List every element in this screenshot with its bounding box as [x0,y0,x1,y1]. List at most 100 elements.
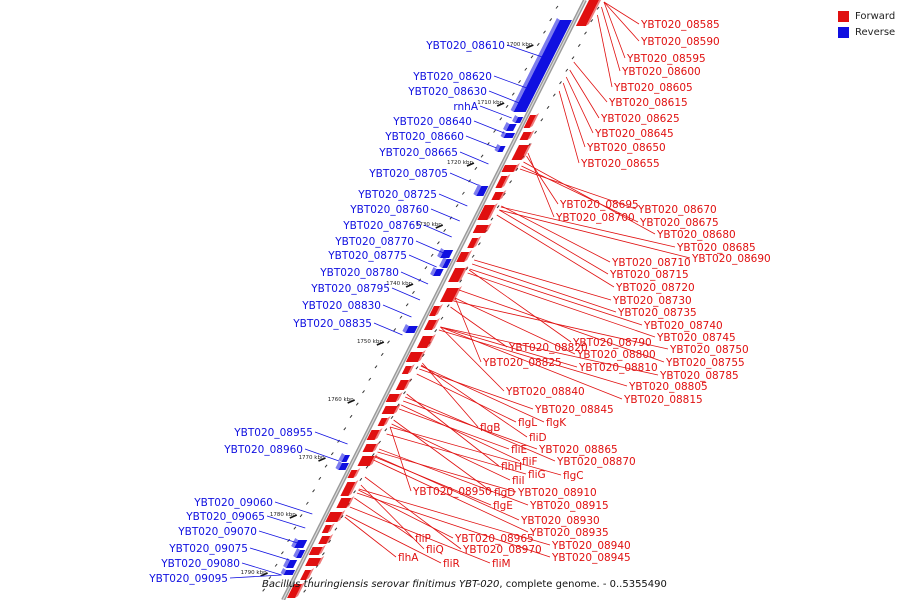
forward-gene-label: YBT020_08810 [578,362,658,374]
forward-feature [448,268,466,282]
legend-reverse-label: Reverse [855,26,896,38]
forward-feature [491,192,504,200]
reverse-gene-label: rnhA [453,101,478,113]
forward-feature [377,418,388,426]
reverse-feature [286,560,298,568]
forward-feature [405,352,423,362]
forward-gene-label: YBT020_08585 [640,19,720,31]
reverse-swatch [838,26,849,38]
tick-label: 1750 kbp [357,339,383,345]
tick-label: 1790 kbp [241,570,267,576]
reverse-gene-label: YBT020_08725 [357,189,437,201]
forward-gene-label: YBT020_08965 [454,533,534,545]
forward-gene-label: YBT020_08840 [505,386,585,398]
tick-label: 1720 kbp [447,160,473,166]
forward-gene-label: YBT020_08655 [580,158,660,170]
reverse-gene-label: YBT020_08835 [292,318,372,330]
reverse-gene-label: YBT020_09060 [193,497,273,509]
forward-gene-label: fliD [529,432,547,444]
forward-feature [501,165,517,172]
forward-gene-label: YBT020_08970 [462,544,542,556]
forward-gene-label: flgB [480,422,500,434]
forward-gene-label: YBT020_08945 [551,552,631,564]
forward-gene-label: flhA [398,552,419,564]
gene-labels: YBT020_08610 YBT020_08620 YBT020_08630 rnhA… [148,19,770,585]
forward-swatch [838,10,849,22]
reverse-gene-label: YBT020_09095 [148,573,228,585]
reverse-feature [296,550,306,558]
reverse-gene-label: YBT020_08610 [425,40,505,52]
forward-gene-label: YBT020_08680 [656,229,736,241]
forward-gene-label: YBT020_08700 [555,212,635,224]
forward-gene-label: YBT020_08650 [586,142,666,154]
reverse-gene-label: YBT020_08760 [349,204,429,216]
forward-feature [357,456,375,466]
forward-feature [440,288,460,302]
forward-gene-label: fliI [512,475,525,487]
forward-feature [347,470,358,478]
legend-forward: Forward [838,8,895,24]
forward-gene-label: YBT020_08745 [656,332,736,344]
forward-gene-label: fliR [443,558,460,570]
reverse-gene-label: YBT020_09070 [177,526,257,538]
reverse-feature [338,463,349,470]
forward-feature [362,444,377,452]
forward-gene-label: YBT020_08845 [534,404,614,416]
reverse-gene-label: YBT020_09075 [168,543,248,555]
tick-label: 1700 kbp [506,42,532,48]
forward-feature [472,225,489,233]
forward-gene-label: YBT020_08740 [643,320,723,332]
forward-gene-label: YBT020_08625 [600,113,680,125]
reverse-feature [433,269,444,276]
forward-gene-label: YBT020_08755 [665,357,745,369]
forward-feature [318,536,331,544]
forward-gene-label: fliE [511,444,527,456]
reverse-gene-label: YBT020_08795 [310,283,390,295]
reverse-feature [341,455,350,462]
forward-feature [308,547,323,555]
forward-feature [511,145,530,160]
forward-gene-label: YBT020_08750 [669,344,749,356]
forward-gene-label: flgK [546,417,567,429]
reverse-gene-label: YBT020_08765 [342,220,422,232]
forward-gene-label: YBT020_08615 [608,97,688,109]
reverse-feature [503,133,516,138]
reverse-gene-label: YBT020_08830 [301,300,381,312]
forward-feature [401,366,412,374]
forward-gene-label: YBT020_08675 [639,217,719,229]
forward-feature [325,512,343,522]
forward-gene-label: YBT020_08940 [551,540,631,552]
forward-feature [519,132,532,140]
forward-feature [287,584,303,598]
forward-feature [495,176,508,188]
reverse-gene-label: YBT020_08640 [392,116,472,128]
forward-feature [321,525,332,533]
forward-gene-label: YBT020_08915 [529,500,609,512]
forward-gene-label: flgD [494,487,515,499]
forward-gene-label: YBT020_08690 [691,253,771,265]
forward-feature [477,205,495,220]
reverse-feature [442,259,452,268]
forward-gene-label: YBT020_08865 [538,444,618,456]
reverse-gene-label: YBT020_09080 [160,558,240,570]
forward-gene-label: YBT020_08710 [611,257,691,269]
forward-gene-label: YBT020_08785 [659,370,739,382]
forward-gene-label: YBT020_08695 [559,199,639,211]
forward-feature [340,482,356,496]
reverse-gene-label: YBT020_08780 [319,267,399,279]
reverse-gene-label: YBT020_08955 [233,427,313,439]
forward-gene-label: fliF [522,456,538,468]
reverse-feature [283,570,296,575]
forward-gene-label: flgC [563,470,584,482]
leader-lines [229,1,691,579]
forward-gene-label: YBT020_08595 [626,53,706,65]
caption-rest: , complete genome. - 0..5355490 [499,579,667,590]
reverse-feature [294,540,308,548]
reverse-feature [513,20,572,112]
forward-gene-label: YBT020_08820 [508,342,588,354]
forward-gene-label: YBT020_08790 [572,337,652,349]
forward-feature [575,0,599,26]
feature-layer [280,0,601,598]
reverse-gene-label: YBT020_09065 [185,511,265,523]
forward-gene-label: YBT020_08645 [594,128,674,140]
